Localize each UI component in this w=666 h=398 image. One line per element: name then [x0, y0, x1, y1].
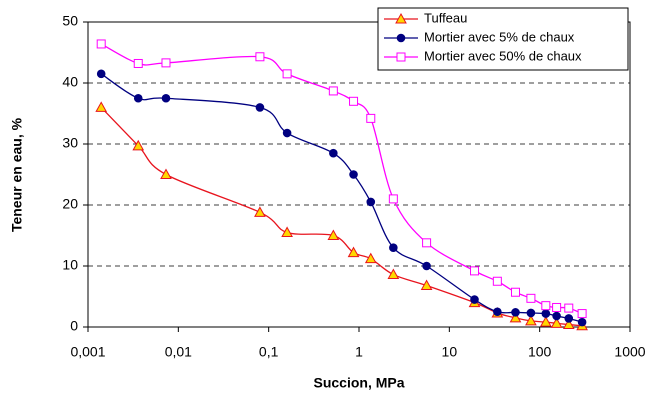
marker — [577, 317, 587, 327]
marker — [396, 52, 406, 62]
marker — [510, 287, 520, 297]
marker — [364, 252, 377, 264]
marker — [525, 314, 537, 326]
y-tick-label: 20 — [62, 196, 78, 212]
marker — [493, 307, 502, 317]
marker — [366, 113, 376, 123]
marker — [161, 58, 171, 68]
legend-label: Tuffeau — [424, 10, 467, 25]
marker — [328, 86, 338, 96]
marker — [96, 39, 106, 49]
marker — [395, 12, 407, 24]
marker — [539, 316, 552, 327]
y-tick-label: 10 — [62, 257, 78, 273]
series-line — [100, 106, 583, 327]
marker — [96, 69, 106, 79]
marker — [422, 261, 431, 271]
marker — [282, 128, 292, 138]
marker — [349, 96, 359, 106]
marker — [564, 303, 574, 313]
marker — [160, 168, 172, 179]
marker — [329, 148, 338, 158]
marker — [470, 295, 479, 304]
marker — [255, 52, 265, 62]
marker — [349, 170, 358, 179]
marker — [95, 101, 108, 112]
marker — [132, 139, 145, 151]
x-tick-label: 1000 — [614, 344, 645, 360]
marker — [133, 58, 143, 68]
marker — [541, 309, 551, 318]
marker — [388, 194, 398, 204]
marker — [552, 302, 562, 312]
marker — [396, 33, 406, 43]
marker — [562, 318, 575, 330]
marker — [526, 308, 536, 318]
y-tick-label: 0 — [70, 318, 78, 334]
marker — [281, 226, 293, 237]
marker — [509, 311, 522, 323]
marker — [161, 93, 171, 103]
legend-label: Mortier avec 50% de chaux — [424, 48, 582, 63]
legend-label: Mortier avec 5% de chaux — [424, 29, 575, 44]
marker — [327, 229, 340, 240]
marker — [526, 293, 536, 303]
x-tick-label: 0,001 — [70, 344, 105, 360]
marker — [282, 69, 292, 79]
marker — [564, 314, 574, 323]
y-axis-label: Teneur en eau, % — [9, 117, 25, 232]
y-tick-label: 30 — [62, 135, 78, 151]
y-tick-label: 50 — [62, 13, 78, 29]
marker — [389, 243, 398, 252]
marker — [255, 103, 265, 112]
plot-frame — [87, 21, 631, 328]
marker — [387, 268, 400, 280]
marker — [347, 246, 360, 258]
x-tick-label: 0,1 — [259, 344, 279, 360]
x-tick-label: 1 — [355, 344, 363, 360]
marker — [550, 317, 563, 328]
marker — [470, 266, 480, 276]
legend: Tuffeau Mortier avec 5% de chaux Mortier a… — [377, 7, 629, 71]
marker — [552, 311, 561, 321]
marker — [366, 197, 376, 207]
marker — [254, 206, 266, 217]
x-axis-label: Succion, MPa — [313, 375, 404, 391]
marker — [420, 279, 433, 291]
series-line — [100, 73, 583, 323]
marker — [422, 238, 432, 248]
marker — [133, 93, 143, 103]
legend-box — [377, 7, 629, 71]
marker — [492, 276, 502, 286]
y-tick-label: 40 — [62, 74, 78, 90]
x-tick-label: 0,01 — [165, 344, 192, 360]
marker — [541, 301, 551, 311]
x-tick-label: 10 — [442, 344, 458, 360]
marker — [577, 309, 587, 319]
marker — [511, 308, 520, 317]
x-tick-label: 100 — [528, 344, 552, 360]
